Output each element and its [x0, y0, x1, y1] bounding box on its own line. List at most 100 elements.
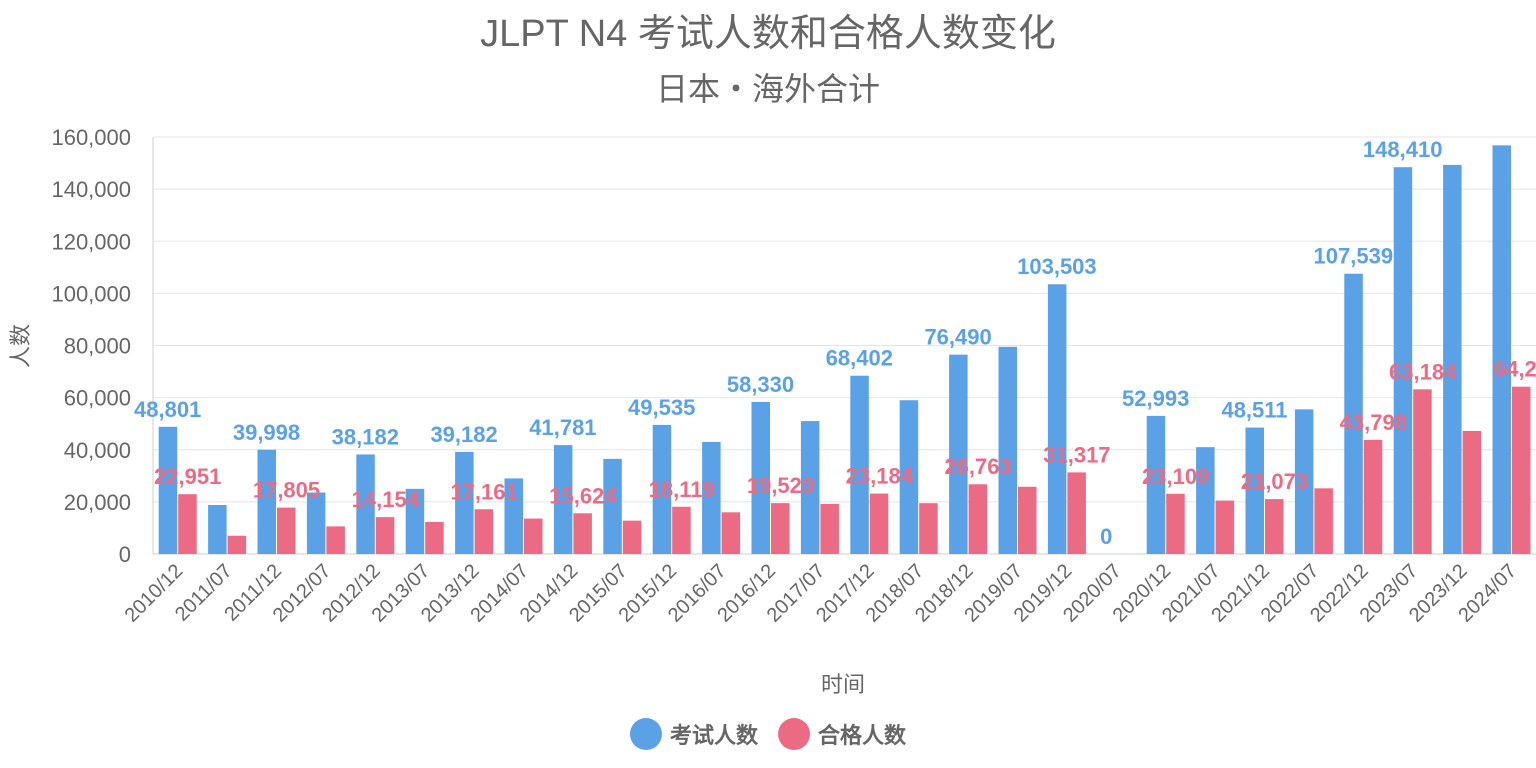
data-label-pass: 21,073 [1241, 469, 1308, 494]
bar-pass [1067, 472, 1086, 554]
data-label-exam: 68,402 [826, 346, 893, 371]
data-label-pass: 14,154 [352, 487, 420, 512]
bar-pass [1363, 439, 1383, 554]
data-label-pass: 15,624 [549, 483, 617, 508]
bar-pass [1512, 386, 1531, 554]
data-label-exam: 39,998 [233, 420, 300, 445]
data-label-exam: 148,410 [1363, 137, 1443, 162]
data-label-pass: 23,109 [1142, 464, 1209, 489]
bar-pass [622, 520, 642, 554]
data-labels: 48,801 22,951 39,998 17,805 38,182 14,154 39,1… [134, 137, 1536, 549]
bar-exam [504, 478, 523, 554]
bar-pass [1215, 500, 1235, 554]
x-axis-label: 时间 [821, 672, 865, 697]
data-label-exam: 39,182 [430, 422, 497, 447]
bar-exam [949, 354, 968, 554]
legend-item-pass[interactable]: 合格人数 [778, 718, 906, 750]
data-label-exam: 107,539 [1314, 244, 1394, 269]
data-label-pass: 43,798 [1340, 410, 1407, 435]
data-label-exam: 38,182 [332, 424, 399, 449]
bar-exam [405, 488, 425, 554]
legend-swatch-exam [629, 718, 662, 750]
bar-exam [800, 421, 820, 554]
bar-pass [919, 503, 938, 554]
bar-exam [1492, 145, 1511, 554]
bar-pass [1018, 486, 1037, 554]
data-label-exam: 41,781 [529, 415, 596, 440]
bar-pass [1314, 488, 1333, 554]
y-tick-labels: 0 20,000 40,000 60,000 80,000 100,000 120,000 1… [51, 125, 131, 567]
bar-pass [968, 484, 988, 554]
bar-exam [1245, 427, 1264, 554]
bar-exam [1196, 447, 1215, 554]
y-tick-label: 80,000 [64, 334, 131, 359]
data-label-pass: 63,184 [1389, 359, 1457, 384]
y-axis-label: 人数 [8, 324, 33, 368]
y-tick-label: 120,000 [51, 229, 131, 254]
bar-exam [257, 449, 276, 554]
bar-exam [306, 492, 326, 554]
data-label-exam: 48,801 [134, 397, 201, 422]
data-label-exam: 49,535 [628, 395, 695, 420]
bar-pass [1166, 493, 1185, 554]
bar-exam [208, 505, 227, 554]
data-label-pass: 17,805 [253, 478, 320, 503]
bar-exam [702, 441, 721, 554]
bar-pass [573, 513, 592, 554]
bar-pass [178, 494, 197, 554]
bar-exam [553, 445, 573, 554]
bar-pass [672, 506, 691, 554]
bar-pass [771, 503, 790, 554]
data-label-pass: 31,317 [1043, 442, 1110, 467]
bar-exam [1443, 164, 1462, 554]
bar-pass [721, 512, 741, 554]
bar-exam [1146, 415, 1166, 554]
bar-exam [751, 401, 770, 554]
data-label-exam: 58,330 [727, 372, 794, 397]
bar-exam [1393, 167, 1413, 555]
data-label-exam: 48,511 [1221, 398, 1287, 423]
data-label-pass: 26,763 [944, 454, 1011, 479]
bar-exam [1344, 273, 1363, 554]
data-label-pass: 64,20 [1494, 357, 1536, 382]
data-label-pass: 17,161 [450, 479, 517, 504]
bar-pass [1265, 499, 1284, 554]
data-label-pass: 18,119 [649, 477, 715, 502]
bar-pass [227, 535, 247, 554]
bar-exam [899, 400, 919, 554]
bar-exam [158, 426, 178, 554]
bar-pass [375, 517, 395, 554]
bar-exam [1047, 284, 1067, 554]
data-label-exam: 103,503 [1017, 254, 1097, 279]
bar-pass [1462, 430, 1482, 554]
legend: 考试人数 合格人数 [0, 718, 1536, 750]
data-label-pass: 23,184 [846, 464, 914, 489]
y-tick-label: 140,000 [51, 177, 131, 202]
bar-pass [820, 503, 839, 554]
legend-label-exam: 考试人数 [669, 723, 758, 748]
bar-exam [1294, 409, 1314, 554]
data-label-exam: 0 [1100, 524, 1112, 549]
data-label-exam: 76,490 [924, 325, 991, 350]
bar-pass [474, 509, 494, 554]
chart-title: JLPT N4 考试人数和合格人数变化 [480, 13, 1056, 55]
bar-pass [326, 526, 345, 554]
legend-label-pass: 合格人数 [818, 723, 907, 748]
chart-subtitle: 日本・海外合计 [655, 71, 880, 107]
data-label-pass: 22,951 [154, 464, 221, 489]
legend-swatch-pass [778, 718, 810, 750]
bar-pass [277, 507, 296, 554]
y-tick-label: 0 [119, 542, 131, 567]
bar-exam [998, 346, 1017, 554]
y-tick-label: 20,000 [64, 490, 131, 515]
y-tick-label: 100,000 [51, 281, 131, 306]
x-tick-labels: 2010/122011/072011/122012/072012/122013/… [121, 560, 1521, 627]
bar-exam [652, 424, 672, 554]
data-label-exam: 52,993 [1122, 386, 1189, 411]
bar-exam [850, 375, 869, 554]
legend-item-exam[interactable]: 考试人数 [629, 718, 758, 750]
data-label-pass: 19,520 [747, 473, 814, 498]
bar-pass [869, 493, 889, 554]
bar-exam [455, 451, 474, 554]
